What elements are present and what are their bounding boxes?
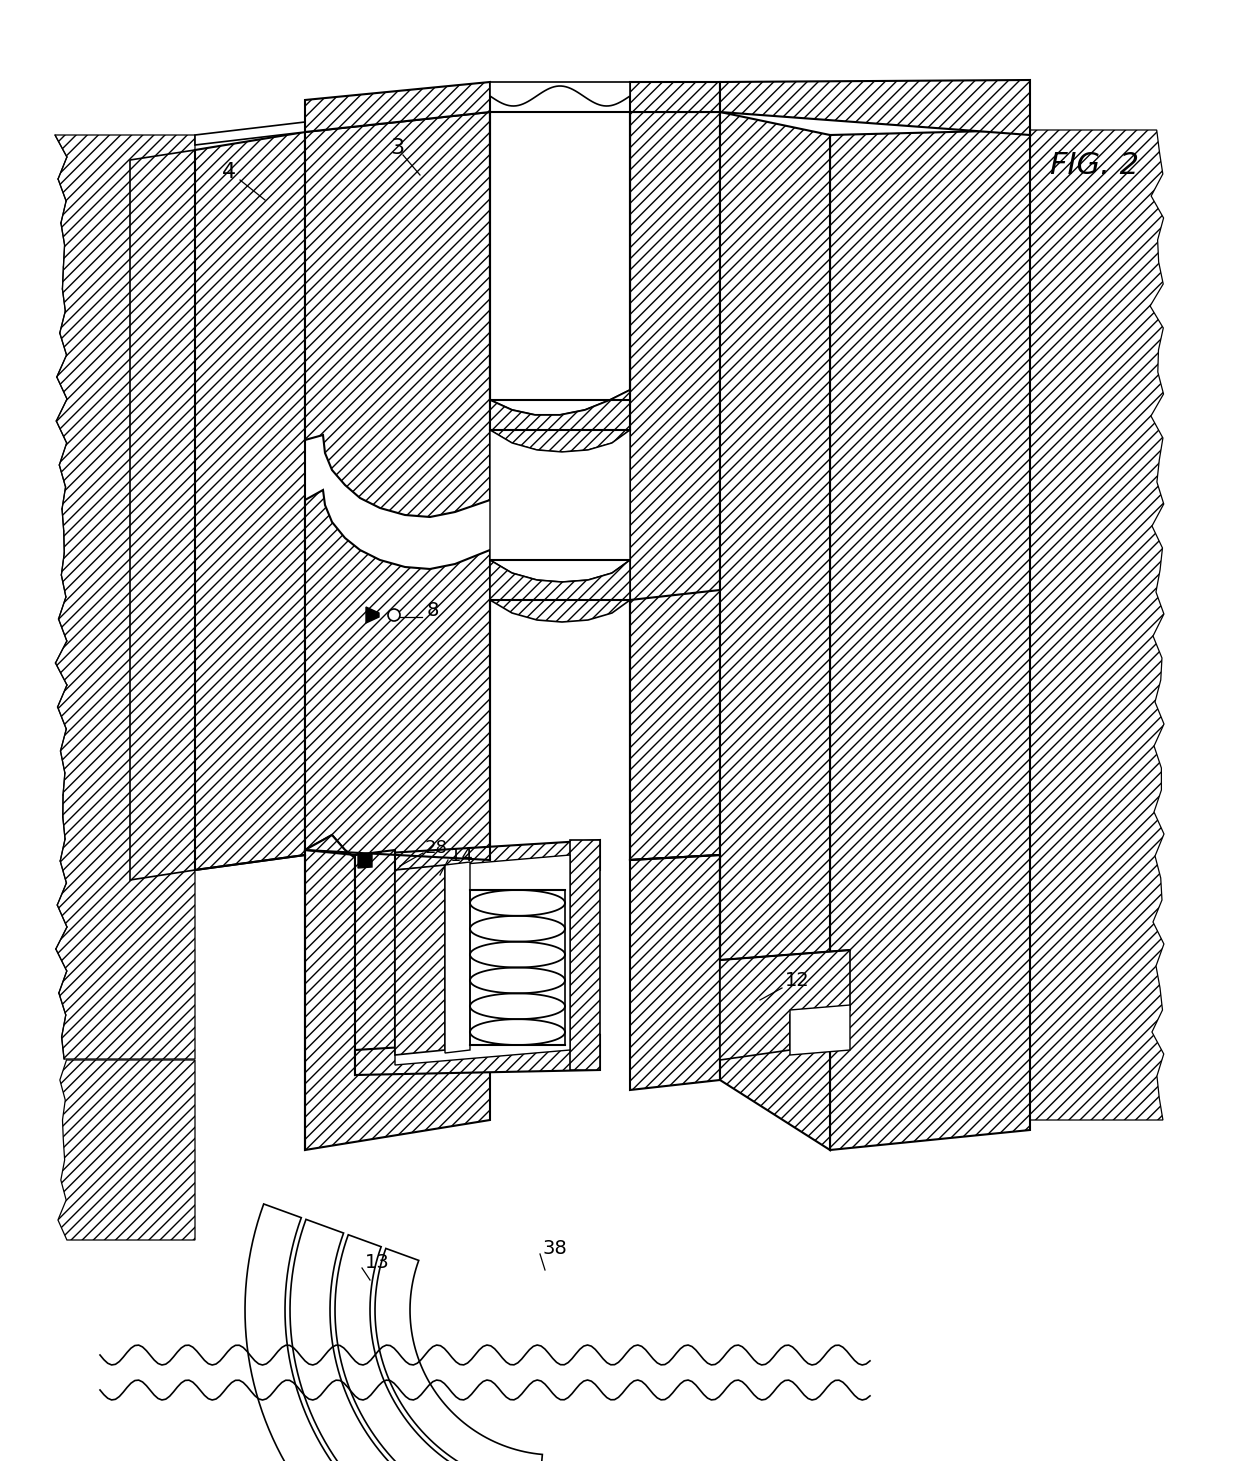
Text: 28: 28 <box>425 839 448 858</box>
Polygon shape <box>830 130 1030 1150</box>
Polygon shape <box>358 855 372 868</box>
Polygon shape <box>720 112 830 1150</box>
Polygon shape <box>490 560 630 622</box>
Polygon shape <box>630 82 720 112</box>
Text: 14: 14 <box>450 847 472 865</box>
Circle shape <box>388 609 401 621</box>
Polygon shape <box>490 390 630 451</box>
Polygon shape <box>305 836 490 1150</box>
Polygon shape <box>374 1249 542 1461</box>
Text: 38: 38 <box>542 1239 567 1258</box>
Polygon shape <box>130 150 195 880</box>
Polygon shape <box>355 1034 600 1075</box>
Polygon shape <box>366 606 379 622</box>
Polygon shape <box>305 82 490 131</box>
Polygon shape <box>790 1005 849 1055</box>
Polygon shape <box>720 950 849 1061</box>
Polygon shape <box>490 112 630 415</box>
Polygon shape <box>290 1220 536 1461</box>
Polygon shape <box>490 82 630 107</box>
Text: 4: 4 <box>222 162 236 183</box>
Text: 13: 13 <box>365 1252 389 1271</box>
Polygon shape <box>246 1204 532 1461</box>
Polygon shape <box>355 840 600 885</box>
Polygon shape <box>1030 130 1164 1121</box>
Text: FIG. 2: FIG. 2 <box>1050 150 1140 180</box>
Polygon shape <box>630 112 720 861</box>
Text: 8: 8 <box>427 602 439 621</box>
Polygon shape <box>720 80 1030 134</box>
Polygon shape <box>55 134 195 1059</box>
Polygon shape <box>396 855 570 1065</box>
Polygon shape <box>305 489 490 881</box>
Polygon shape <box>445 862 470 1053</box>
Polygon shape <box>490 430 630 581</box>
Polygon shape <box>195 123 305 145</box>
Polygon shape <box>305 112 490 517</box>
Polygon shape <box>630 855 720 1090</box>
Text: 3: 3 <box>391 137 404 158</box>
Polygon shape <box>570 840 600 1069</box>
Polygon shape <box>335 1235 539 1461</box>
Polygon shape <box>58 1061 195 1240</box>
Polygon shape <box>396 865 445 1055</box>
Polygon shape <box>355 850 396 1075</box>
Polygon shape <box>195 131 305 869</box>
Text: 12: 12 <box>785 970 810 989</box>
